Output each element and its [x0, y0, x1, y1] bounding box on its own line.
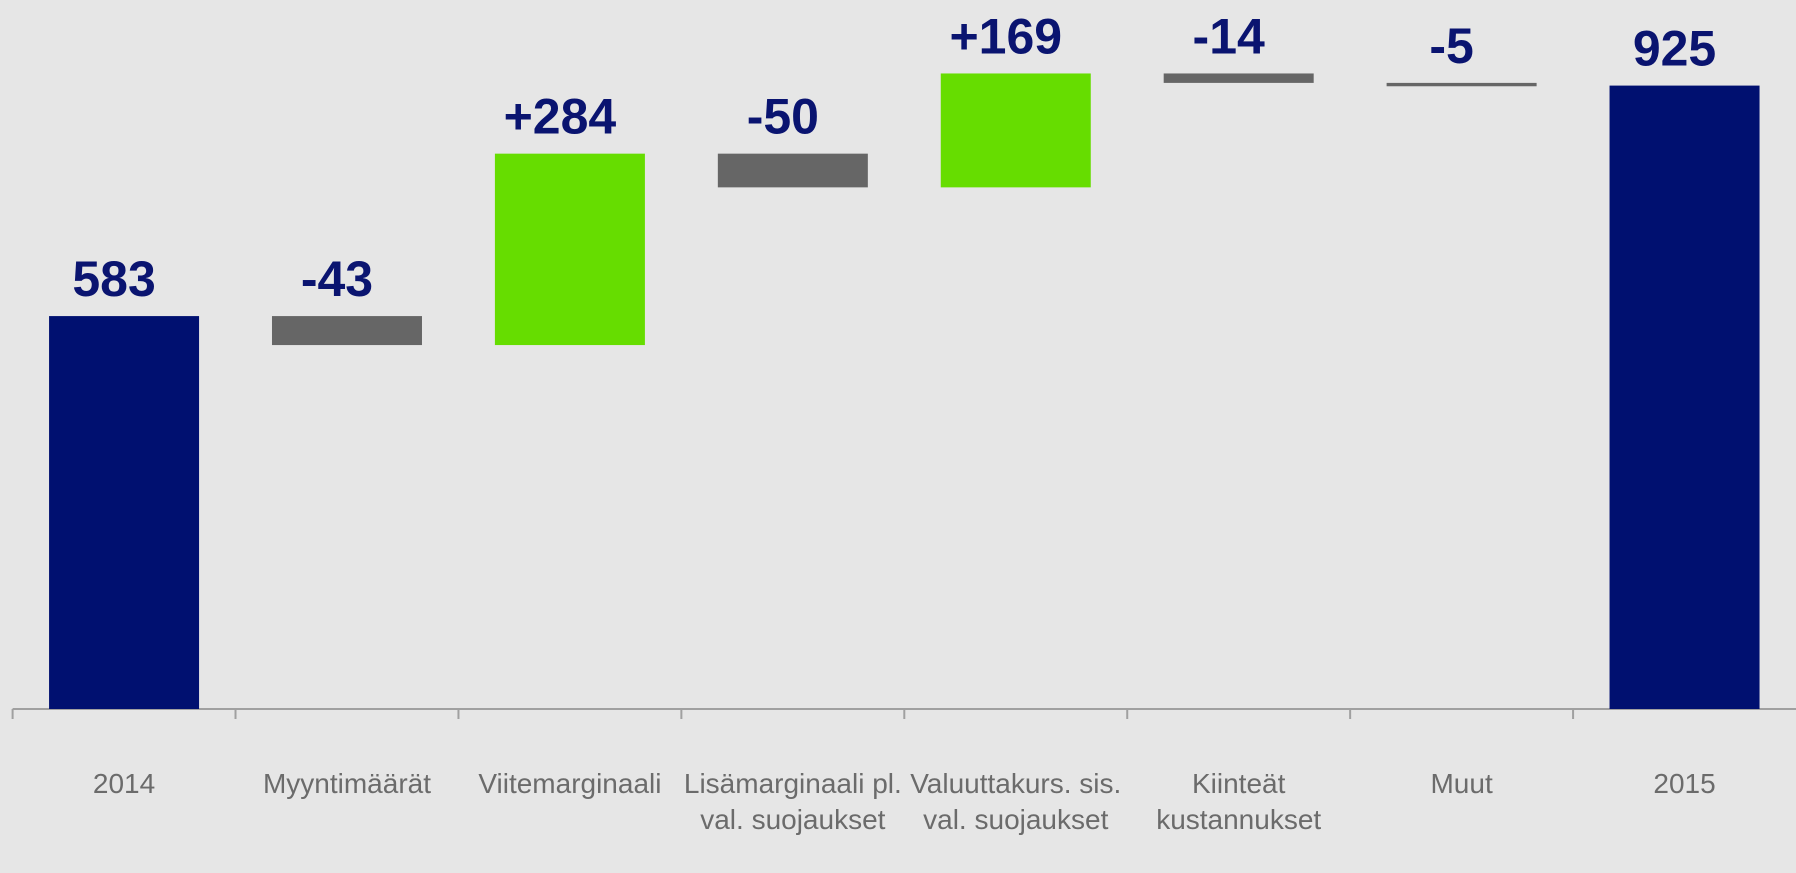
value-label: 583 — [72, 251, 155, 307]
x-tick-label: 2014 — [92, 768, 156, 799]
value-label: -50 — [747, 89, 819, 145]
bar — [1386, 82, 1537, 87]
bar — [717, 153, 868, 188]
value-label: +169 — [949, 8, 1062, 64]
bar — [494, 153, 645, 346]
bar — [49, 316, 200, 709]
x-tick-label: Kiinteät kustannukset — [1156, 768, 1322, 835]
bar — [271, 316, 422, 346]
x-tick-label: Viitemarginaali — [478, 768, 662, 799]
value-label: -14 — [1193, 8, 1265, 64]
bar — [940, 73, 1091, 188]
value-label: 925 — [1633, 21, 1716, 77]
value-label: +284 — [504, 89, 617, 145]
x-tick-label: Lisämarginaali pl. val. suojaukset — [683, 768, 902, 835]
x-tick-label: Myyntimäärät — [262, 768, 431, 799]
bar — [1163, 73, 1314, 83]
bar — [1609, 85, 1760, 709]
value-label: -43 — [301, 251, 373, 307]
x-tick-label: 2015 — [1653, 768, 1716, 799]
x-tick-label: Valuuttakurs. sis. val. suojaukset — [910, 768, 1122, 835]
x-tick-label: Muut — [1430, 768, 1493, 799]
value-label: -5 — [1429, 18, 1473, 74]
